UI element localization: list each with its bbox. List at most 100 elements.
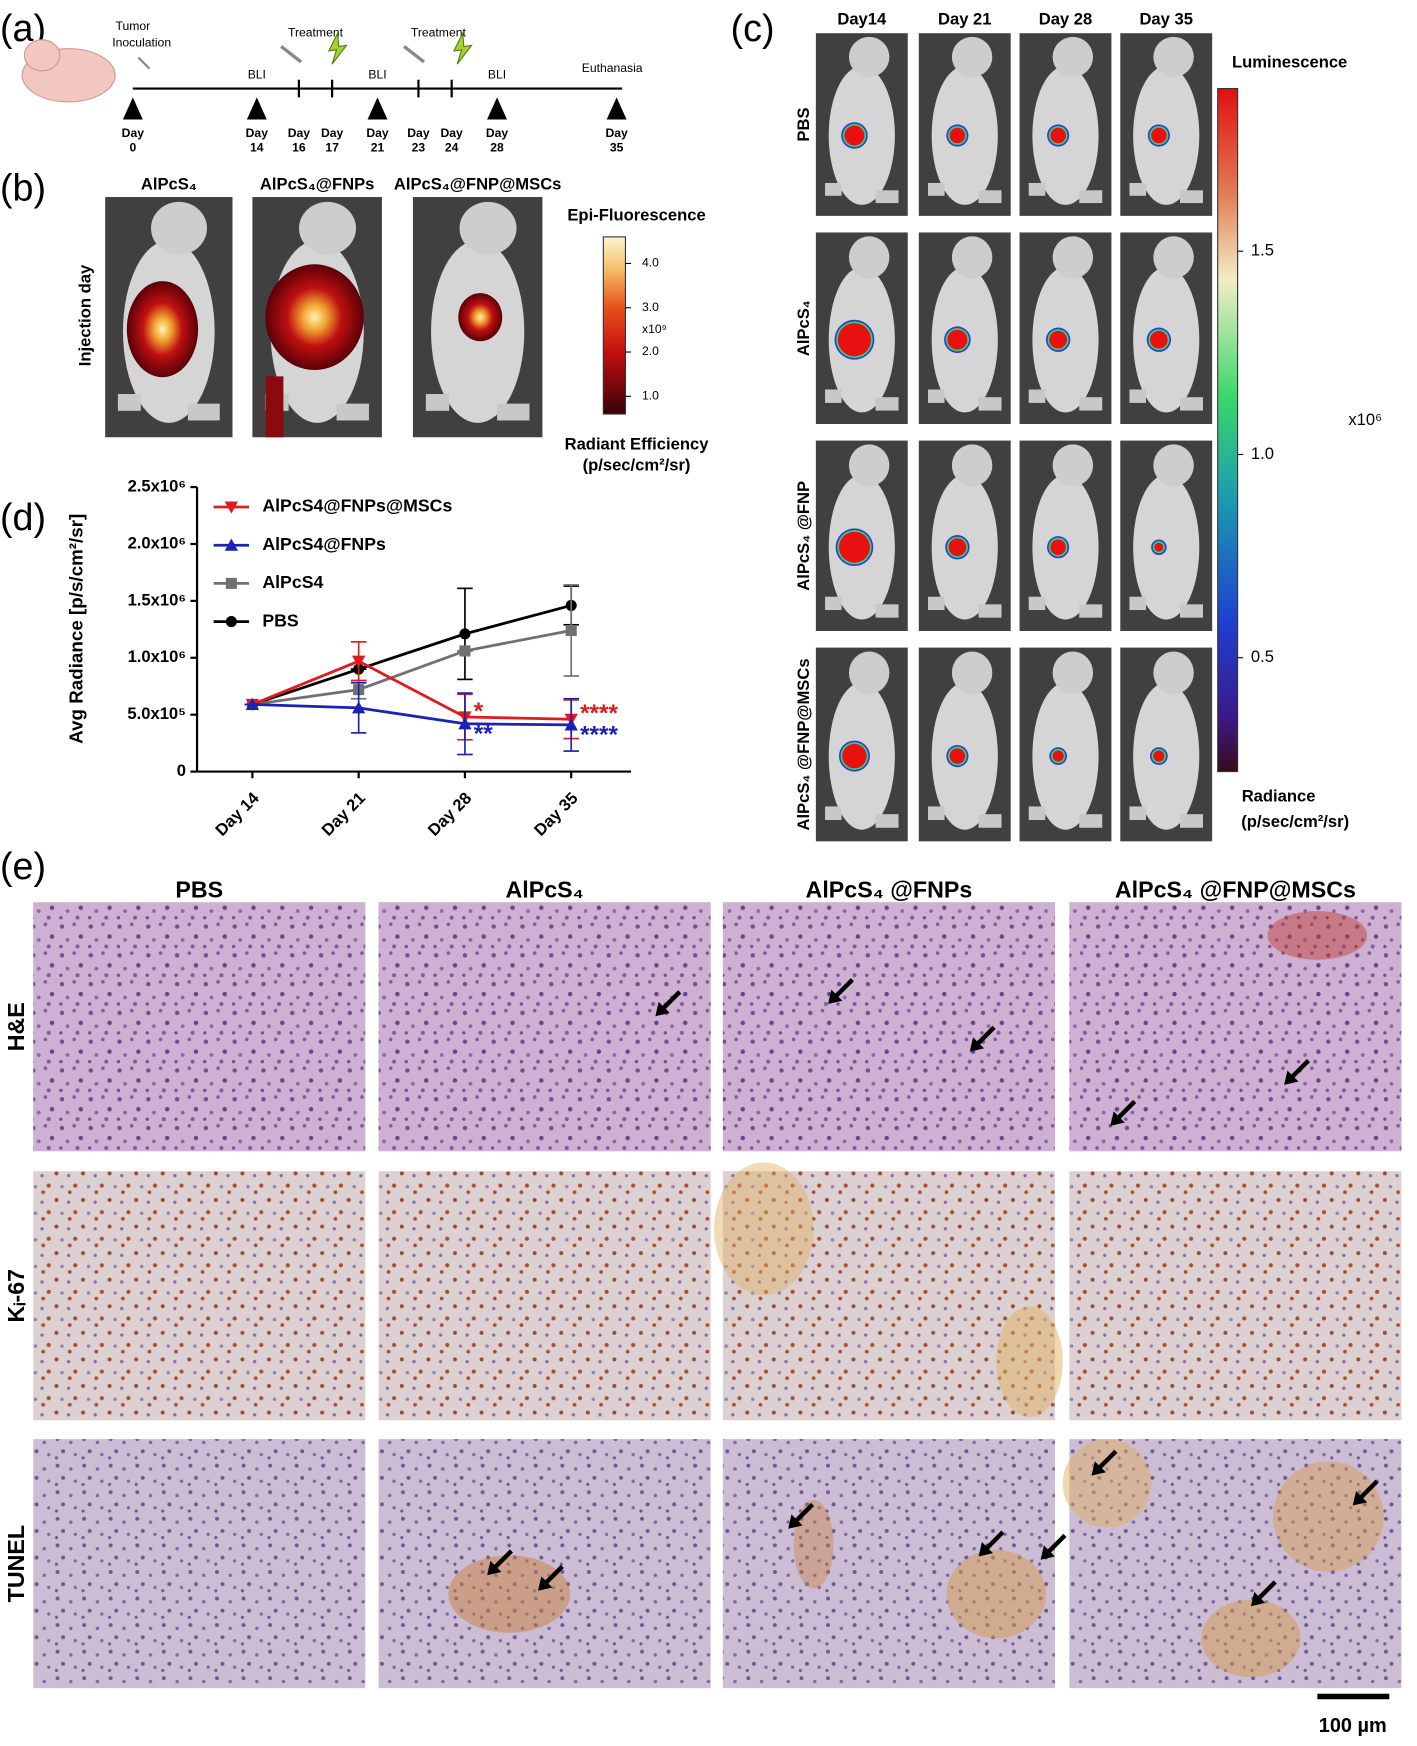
column-title: AlPcS₄ @FNP@MSCs: [1115, 876, 1356, 902]
panel-letter: (d): [0, 496, 46, 538]
day-label: Day: [366, 126, 389, 140]
signal-core: [949, 748, 966, 764]
stain-region: [448, 1555, 571, 1633]
luminescence-image-head: [848, 444, 890, 487]
column-title: PBS: [175, 876, 223, 902]
histology-image: [33, 1171, 366, 1421]
event-label: Treatment: [411, 25, 467, 39]
data-point: [458, 717, 472, 730]
x-tick-label: Day 21: [318, 788, 369, 839]
timeline-marker: [246, 97, 267, 120]
arrow: [1255, 1580, 1277, 1602]
luminescence-image-leg: [1180, 190, 1203, 204]
histology-image: [33, 902, 366, 1152]
luminescence-image-leg: [1129, 182, 1147, 196]
column-title: AlPcS₄: [141, 174, 197, 193]
legend-marker: [224, 538, 239, 551]
luminescence-image-leg: [825, 389, 842, 403]
row-label: Kᵢ-67: [3, 1269, 29, 1323]
arrow-head: [978, 1542, 993, 1557]
significance: ****: [580, 700, 618, 727]
syringe: [403, 45, 426, 64]
luminescence-image-leg: [875, 190, 899, 204]
fluorescence-image-leg: [425, 394, 450, 411]
stain-region: [1267, 911, 1368, 960]
colorbar-tick-label: 4.0: [642, 256, 659, 270]
arrow: [983, 1530, 1005, 1552]
arrow: [793, 1502, 815, 1524]
histology-image: [378, 1171, 711, 1421]
day-label: Day: [486, 126, 509, 140]
event-label: Inoculation: [112, 35, 171, 49]
day-number: 17: [325, 141, 339, 155]
luminescence-image-leg: [1028, 389, 1046, 403]
fluorescence-signal: [265, 264, 364, 371]
data-point: [565, 624, 577, 637]
column-title: AlPcS₄ @FNPs: [806, 876, 973, 902]
luminescence-image-leg: [825, 596, 842, 611]
fluorescence-signal: [458, 293, 503, 342]
day-label: Day: [321, 126, 344, 140]
y-tick-label: 5.0x10⁵: [127, 704, 186, 723]
figure-body: (a)(b)(c)(d)(e)Day0Day14Day16Day17Day21D…: [0, 7, 1402, 1737]
arrow-head: [487, 1560, 502, 1576]
timeline-marker: [487, 97, 508, 120]
stain-region: [1273, 1461, 1384, 1572]
series-line: [251, 659, 572, 721]
data-point: [245, 697, 260, 710]
legend-label: AlPcS4@FNPs: [262, 534, 386, 554]
row-label: AlPcS₄: [794, 300, 813, 356]
luminescence-image-leg: [978, 604, 1002, 618]
arrow-head: [969, 1037, 985, 1052]
signal-core: [1151, 127, 1167, 144]
histology-image: [33, 1439, 366, 1689]
signal-core: [1153, 750, 1165, 762]
row-label: Injection day: [76, 264, 95, 366]
significance: **: [474, 720, 493, 747]
row-label: PBS: [794, 107, 813, 141]
legend-marker: [225, 616, 237, 628]
luminescence-image-leg: [825, 806, 842, 821]
day-number: 23: [412, 141, 426, 155]
arrow-head: [788, 1514, 803, 1529]
luminescence-image-leg: [1079, 397, 1103, 411]
arrow: [492, 1549, 513, 1571]
signal-core: [1050, 127, 1066, 144]
legend-label: AlPcS4@FNPs@MSCs: [262, 496, 452, 516]
y-axis-label: Avg Radiance [p/s/cm²/sr]: [65, 514, 86, 744]
luminescence-image-head: [1052, 444, 1094, 487]
luminescence-image-leg: [1129, 596, 1147, 611]
day-number: 16: [292, 141, 306, 155]
arrow: [543, 1564, 564, 1586]
arrow: [1045, 1533, 1067, 1555]
arrow-head: [1091, 1461, 1106, 1476]
data-point: [352, 655, 366, 668]
luminescence-image-leg: [1028, 596, 1046, 611]
day-label: Day: [605, 126, 628, 140]
signal-core: [1052, 750, 1064, 762]
luminescence-image-head: [951, 444, 993, 487]
arrow: [1357, 1479, 1379, 1501]
fluorescence-image-leg: [336, 403, 369, 421]
series-line: [252, 703, 572, 727]
luminescence-image-leg: [978, 397, 1002, 411]
arrow-head: [655, 1001, 670, 1017]
timeline-marker: [606, 97, 627, 120]
arrow: [833, 978, 854, 999]
colorbar-tick-label: 1.0: [1251, 444, 1274, 463]
syringe: [137, 56, 151, 70]
signal-core: [838, 531, 870, 563]
luminescence-image-leg: [875, 397, 899, 411]
legend-marker: [224, 501, 239, 514]
luminescence-image-leg: [1180, 814, 1203, 828]
luminescence-image-leg: [927, 182, 945, 196]
stain-region: [1201, 1599, 1301, 1678]
arrow: [1096, 1449, 1118, 1471]
row-label: TUNEL: [3, 1525, 29, 1602]
luminescence-image-leg: [1180, 397, 1203, 411]
signal-core: [842, 743, 867, 769]
luminescence-image-leg: [1079, 814, 1103, 828]
luminescence-image-leg: [1079, 190, 1103, 204]
y-tick-label: 2.0x10⁶: [128, 533, 186, 552]
day-label: Day: [288, 126, 311, 140]
